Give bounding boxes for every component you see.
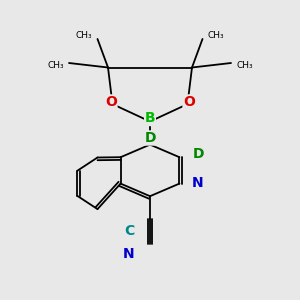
Text: D: D (192, 148, 204, 161)
Text: CH₃: CH₃ (47, 61, 64, 70)
Text: CH₃: CH₃ (208, 32, 224, 40)
Text: O: O (105, 95, 117, 109)
Text: O: O (183, 95, 195, 109)
Text: C: C (124, 224, 134, 238)
Text: N: N (123, 247, 135, 260)
Text: CH₃: CH₃ (76, 32, 92, 40)
Text: CH₃: CH₃ (236, 61, 253, 70)
Text: D: D (144, 131, 156, 145)
Text: N: N (192, 176, 204, 190)
Text: B: B (145, 112, 155, 125)
